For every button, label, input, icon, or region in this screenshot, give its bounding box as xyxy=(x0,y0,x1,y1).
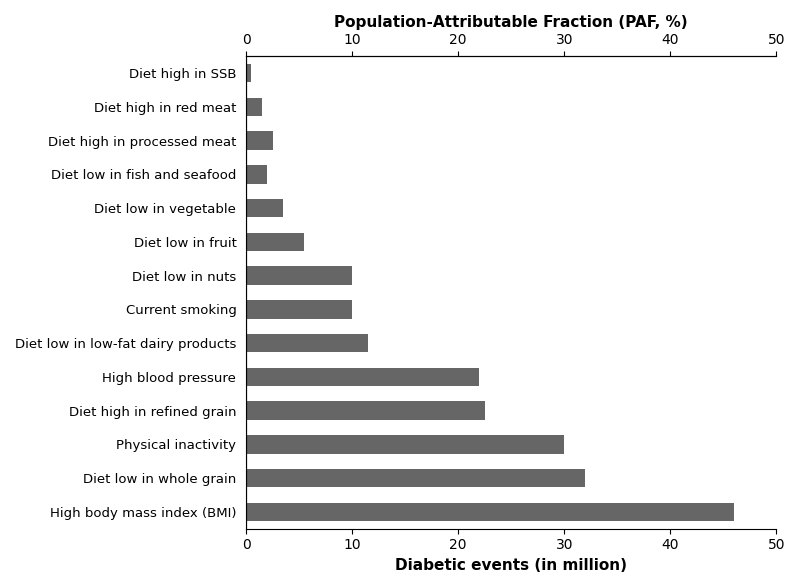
Bar xyxy=(246,98,262,116)
Bar xyxy=(246,64,251,82)
X-axis label: Population-Attributable Fraction (PAF, %): Population-Attributable Fraction (PAF, %… xyxy=(334,15,688,30)
Bar xyxy=(246,300,352,319)
Bar xyxy=(246,131,273,150)
Bar xyxy=(246,165,267,183)
Bar xyxy=(246,469,586,487)
Bar xyxy=(246,334,368,352)
Bar xyxy=(246,233,305,251)
Bar xyxy=(246,435,564,453)
Bar xyxy=(246,368,479,386)
Bar xyxy=(246,266,352,285)
Bar xyxy=(246,402,485,420)
Bar xyxy=(246,199,283,218)
X-axis label: Diabetic events (in million): Diabetic events (in million) xyxy=(395,558,627,573)
Bar xyxy=(246,503,734,521)
